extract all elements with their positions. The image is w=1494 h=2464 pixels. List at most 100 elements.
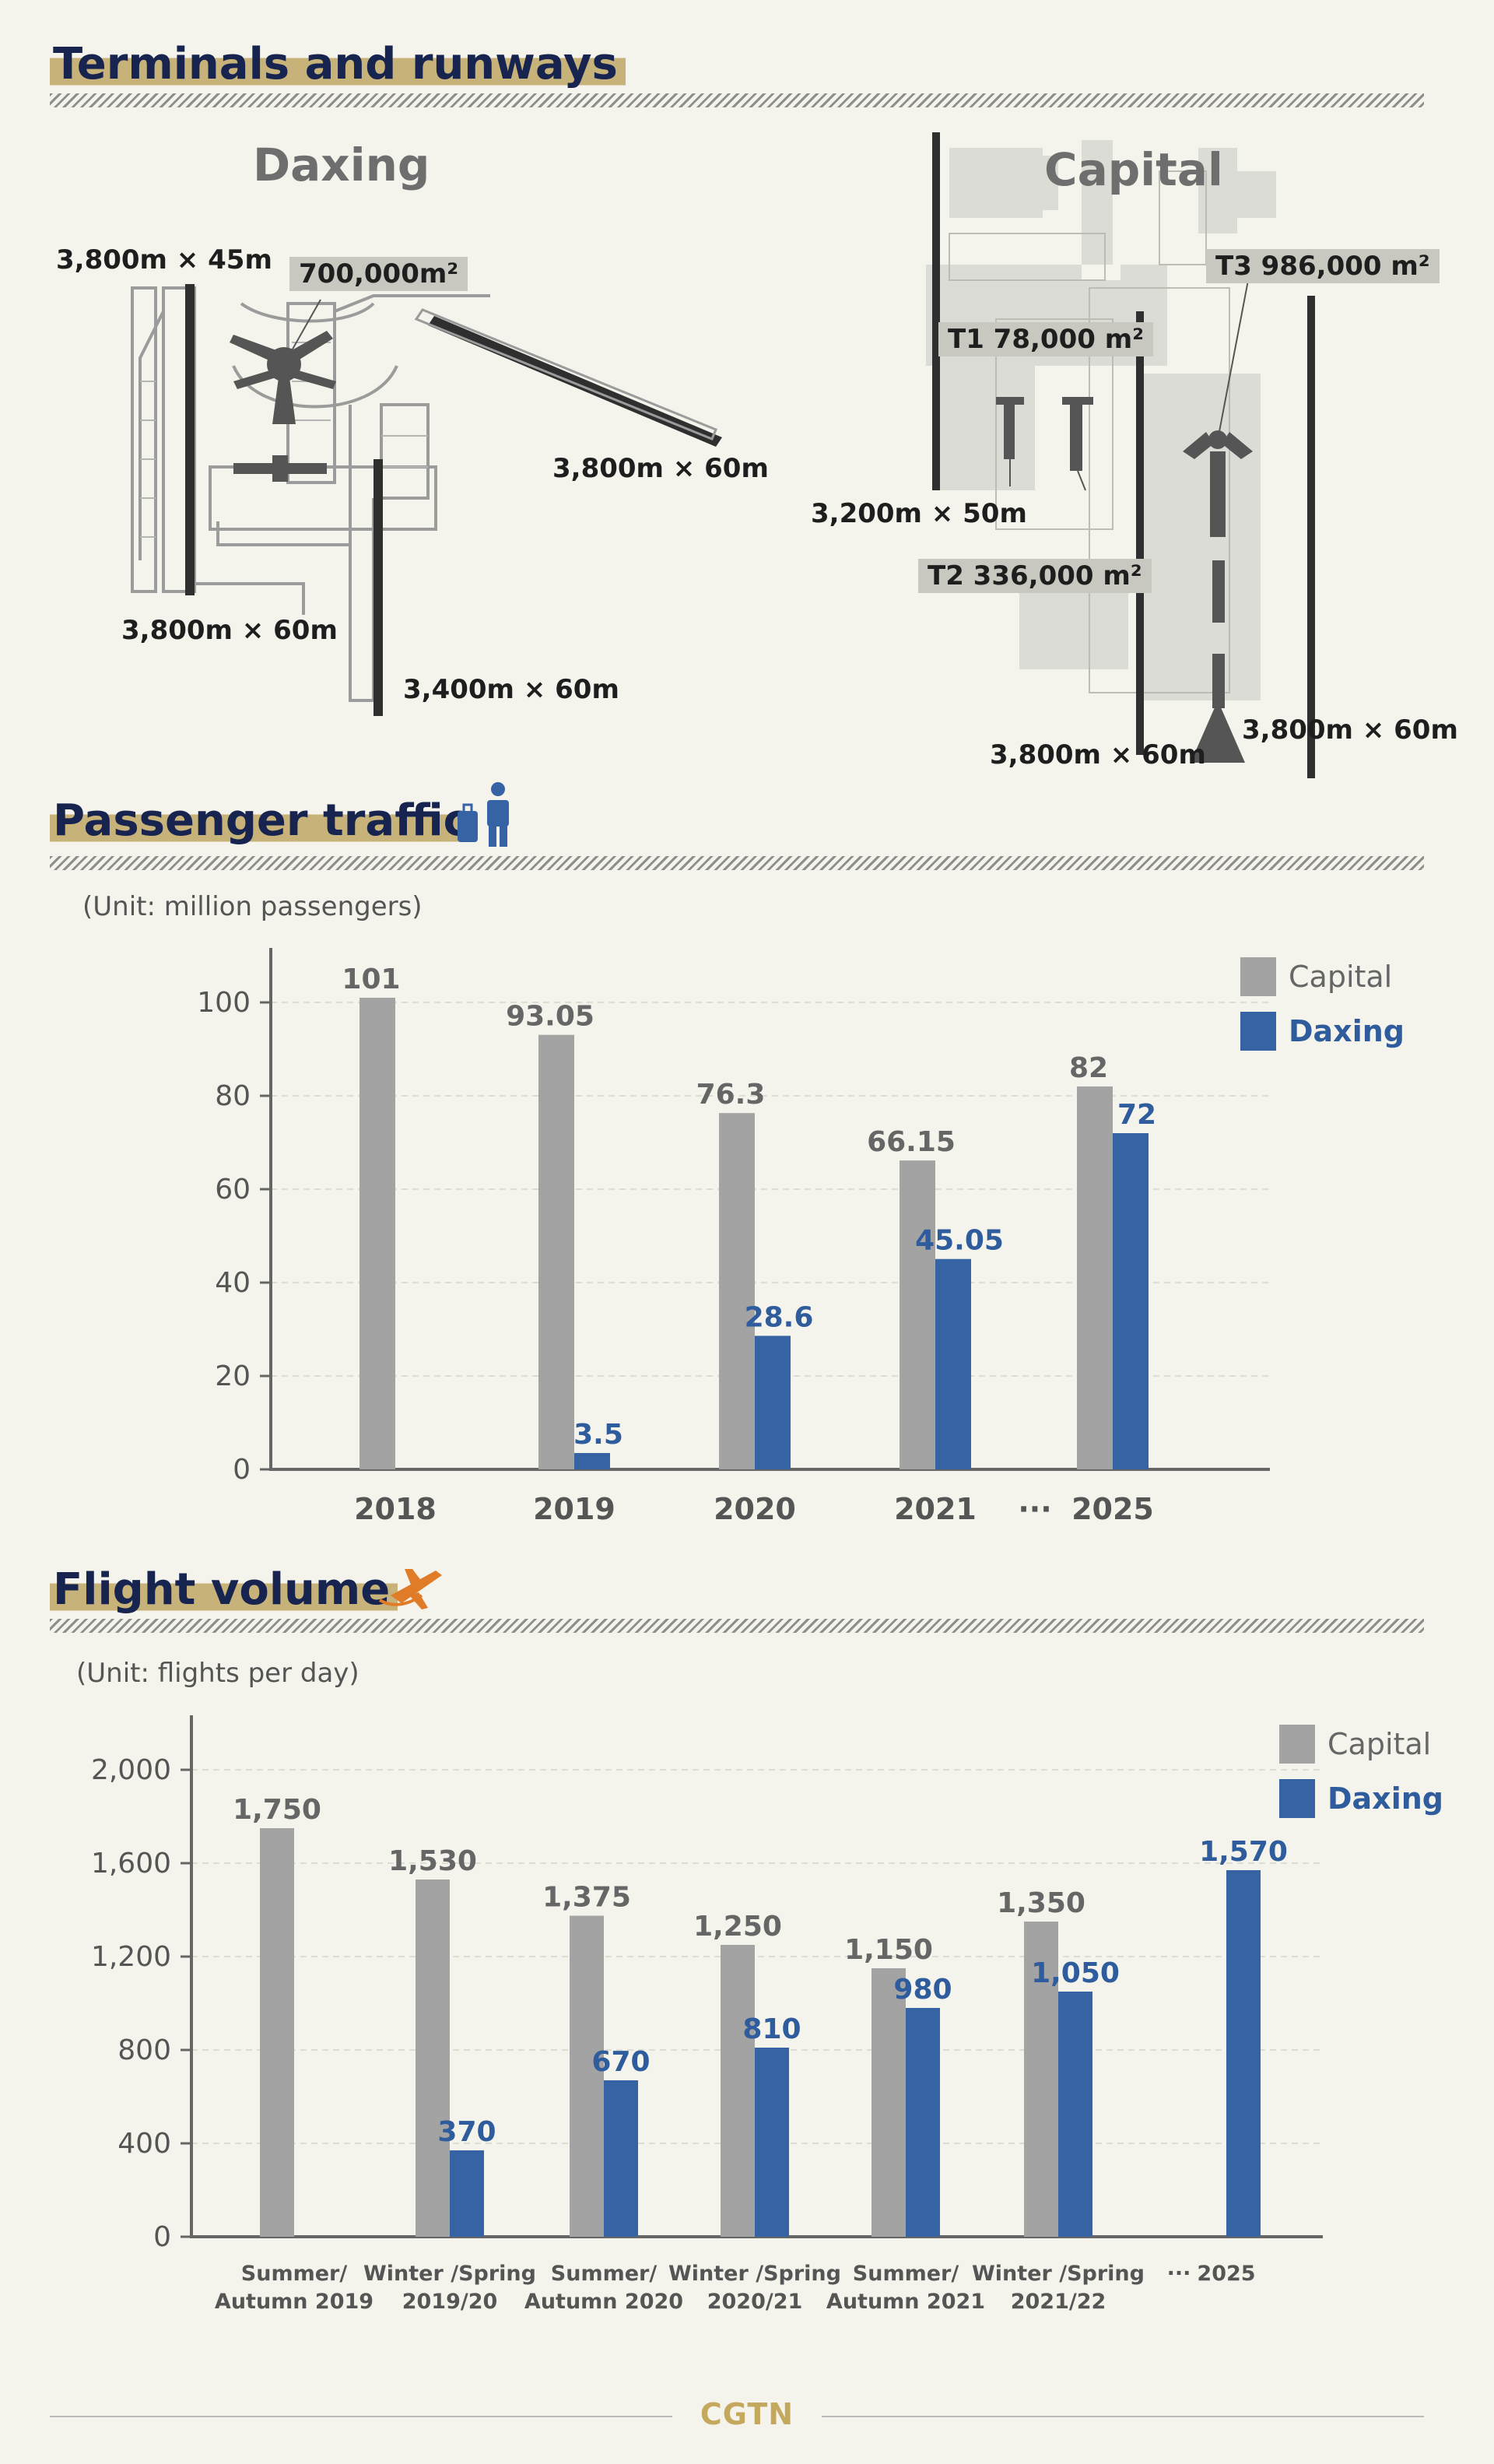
bar-daxing <box>755 1336 791 1469</box>
value-label-capital: 82 <box>1069 1052 1108 1084</box>
passenger-traffic-chart: 0 20 40 60 80 100 101 2018 93.05 3.5 2019 76.3 28.6 2… <box>197 948 1405 1526</box>
y-tick-label: 60 <box>215 1174 251 1206</box>
x-category-label: Winter /Spring <box>972 2262 1145 2286</box>
x-category-label: Autumn 2019 <box>215 2290 374 2314</box>
bar-daxing <box>935 1258 971 1469</box>
daxing-map-title: Daxing <box>253 139 430 191</box>
bar-capital <box>1024 1922 1058 2237</box>
daxing-runway-label: 3,800m × 60m <box>552 453 769 484</box>
capital-terminal-t2: T2 336,000 m² <box>918 559 1152 593</box>
x-category-label: 2021 <box>894 1492 977 1526</box>
value-label-capital: 1,750 <box>233 1794 321 1826</box>
flight-title: Flight volume <box>50 1563 398 1617</box>
bar-capital <box>359 998 395 1469</box>
bar-daxing <box>1113 1133 1149 1469</box>
value-label-daxing: 45.05 <box>915 1225 1004 1257</box>
x-category-label: Summer/ <box>241 2262 348 2286</box>
bar-daxing <box>604 2080 638 2237</box>
title-underline <box>50 1619 1424 1633</box>
x-category-label: Summer/ <box>853 2262 959 2286</box>
capital-airport-diagram <box>926 132 1315 778</box>
value-label-daxing: 980 <box>893 1974 952 2006</box>
x-category-label: Winter /Spring <box>363 2262 536 2286</box>
capital-terminal-t3: T3 986,000 m² <box>1206 249 1440 283</box>
value-label-capital: 66.15 <box>867 1126 956 1158</box>
bar-capital <box>260 1828 294 2237</box>
capital-map-title: Capital <box>1044 143 1223 196</box>
footer-line <box>822 2416 1424 2417</box>
legend-label: Capital <box>1327 1727 1431 1761</box>
legend-swatch <box>1279 1725 1315 1764</box>
daxing-runway-label: 3,800m × 60m <box>121 615 338 646</box>
daxing-runway-label: 3,800m × 45m <box>56 244 272 276</box>
value-label-daxing: 810 <box>742 2013 801 2045</box>
capital-runway-label: 3,200m × 50m <box>811 498 1027 529</box>
y-tick-label: 100 <box>197 987 251 1019</box>
x-category-label: 2025 <box>1197 2262 1255 2286</box>
bar-capital <box>570 1915 604 2237</box>
value-label-daxing: 670 <box>591 2046 650 2078</box>
legend-label: Daxing <box>1327 1781 1443 1816</box>
y-tick-label: 1,600 <box>91 1848 171 1880</box>
passenger-icon <box>458 782 509 847</box>
bar-capital <box>538 1034 574 1469</box>
bar-daxing <box>906 2008 940 2237</box>
legend-label: Daxing <box>1289 1014 1405 1048</box>
value-label-daxing: 72 <box>1117 1099 1156 1131</box>
footer-line <box>50 2416 672 2417</box>
x-category-label: 2025 <box>1071 1492 1154 1526</box>
value-label-capital: 1,250 <box>693 1911 782 1943</box>
bar-daxing <box>450 2150 484 2237</box>
y-tick-label: 80 <box>215 1080 251 1112</box>
legend-label: Capital <box>1289 960 1392 994</box>
y-tick-label: 800 <box>117 2034 171 2066</box>
bar-capital <box>416 1880 450 2237</box>
terminals-title: Terminals and runways <box>50 37 626 92</box>
bar-capital <box>721 1945 755 2237</box>
x-category-label: 2021/22 <box>1011 2290 1106 2314</box>
y-tick-label: 1,200 <box>91 1941 171 1973</box>
bar-capital <box>900 1160 935 1469</box>
value-label-capital: 101 <box>342 963 400 995</box>
bar-daxing <box>1226 1870 1261 2237</box>
flight-unit: (Unit: flights per day) <box>76 1658 359 1689</box>
bar-capital <box>719 1113 755 1469</box>
x-category-label: Autumn 2020 <box>524 2290 683 2314</box>
y-tick-label: 40 <box>215 1267 251 1299</box>
x-category-label: Winter /Spring <box>668 2262 841 2286</box>
x-category-label: 2019 <box>533 1492 615 1526</box>
x-category-label: 2020 <box>714 1492 796 1526</box>
bar-daxing <box>755 2048 789 2237</box>
passenger-title: Passenger traffic <box>50 794 477 848</box>
legend-swatch <box>1240 1012 1276 1051</box>
x-category-label: 2018 <box>354 1492 437 1526</box>
value-label-capital: 1,375 <box>542 1882 631 1914</box>
value-label-daxing: 1,570 <box>1199 1836 1288 1868</box>
title-underline <box>50 856 1424 870</box>
value-label-capital: 76.3 <box>696 1079 766 1111</box>
daxing-terminal-area: 700,000m² <box>289 257 468 291</box>
capital-runway-label: 3,800m × 60m <box>990 739 1206 770</box>
value-label-daxing: 3.5 <box>573 1419 623 1451</box>
value-label-capital: 1,150 <box>844 1934 933 1966</box>
value-label-capital: 1,530 <box>388 1845 477 1877</box>
x-category-label: 2019/20 <box>402 2290 498 2314</box>
axis-gap-indicator: ··· <box>1018 1492 1051 1526</box>
capital-terminal-t1: T1 78,000 m² <box>938 322 1154 356</box>
y-tick-label: 2,000 <box>91 1754 171 1786</box>
title-underline <box>50 93 1424 107</box>
value-label-capital: 1,350 <box>997 1887 1085 1919</box>
value-label-daxing: 1,050 <box>1031 1957 1120 1989</box>
daxing-airport-diagram <box>131 284 722 716</box>
capital-runway-label: 3,800m × 60m <box>1242 714 1458 746</box>
y-tick-label: 400 <box>117 2128 171 2160</box>
flight-volume-chart: 0 400 800 1,200 1,600 2,000 1,750 Summer/Autumn… <box>91 1715 1443 2314</box>
bar-daxing <box>574 1453 610 1469</box>
value-label-daxing: 28.6 <box>745 1301 814 1333</box>
y-tick-label: 20 <box>215 1360 251 1392</box>
x-category-label: Summer/ <box>551 2262 658 2286</box>
cgtn-logo: CGTN <box>700 2397 794 2431</box>
value-label-daxing: 370 <box>437 2116 496 2148</box>
bar-capital <box>1077 1086 1113 1469</box>
y-tick-label: 0 <box>153 2221 171 2253</box>
